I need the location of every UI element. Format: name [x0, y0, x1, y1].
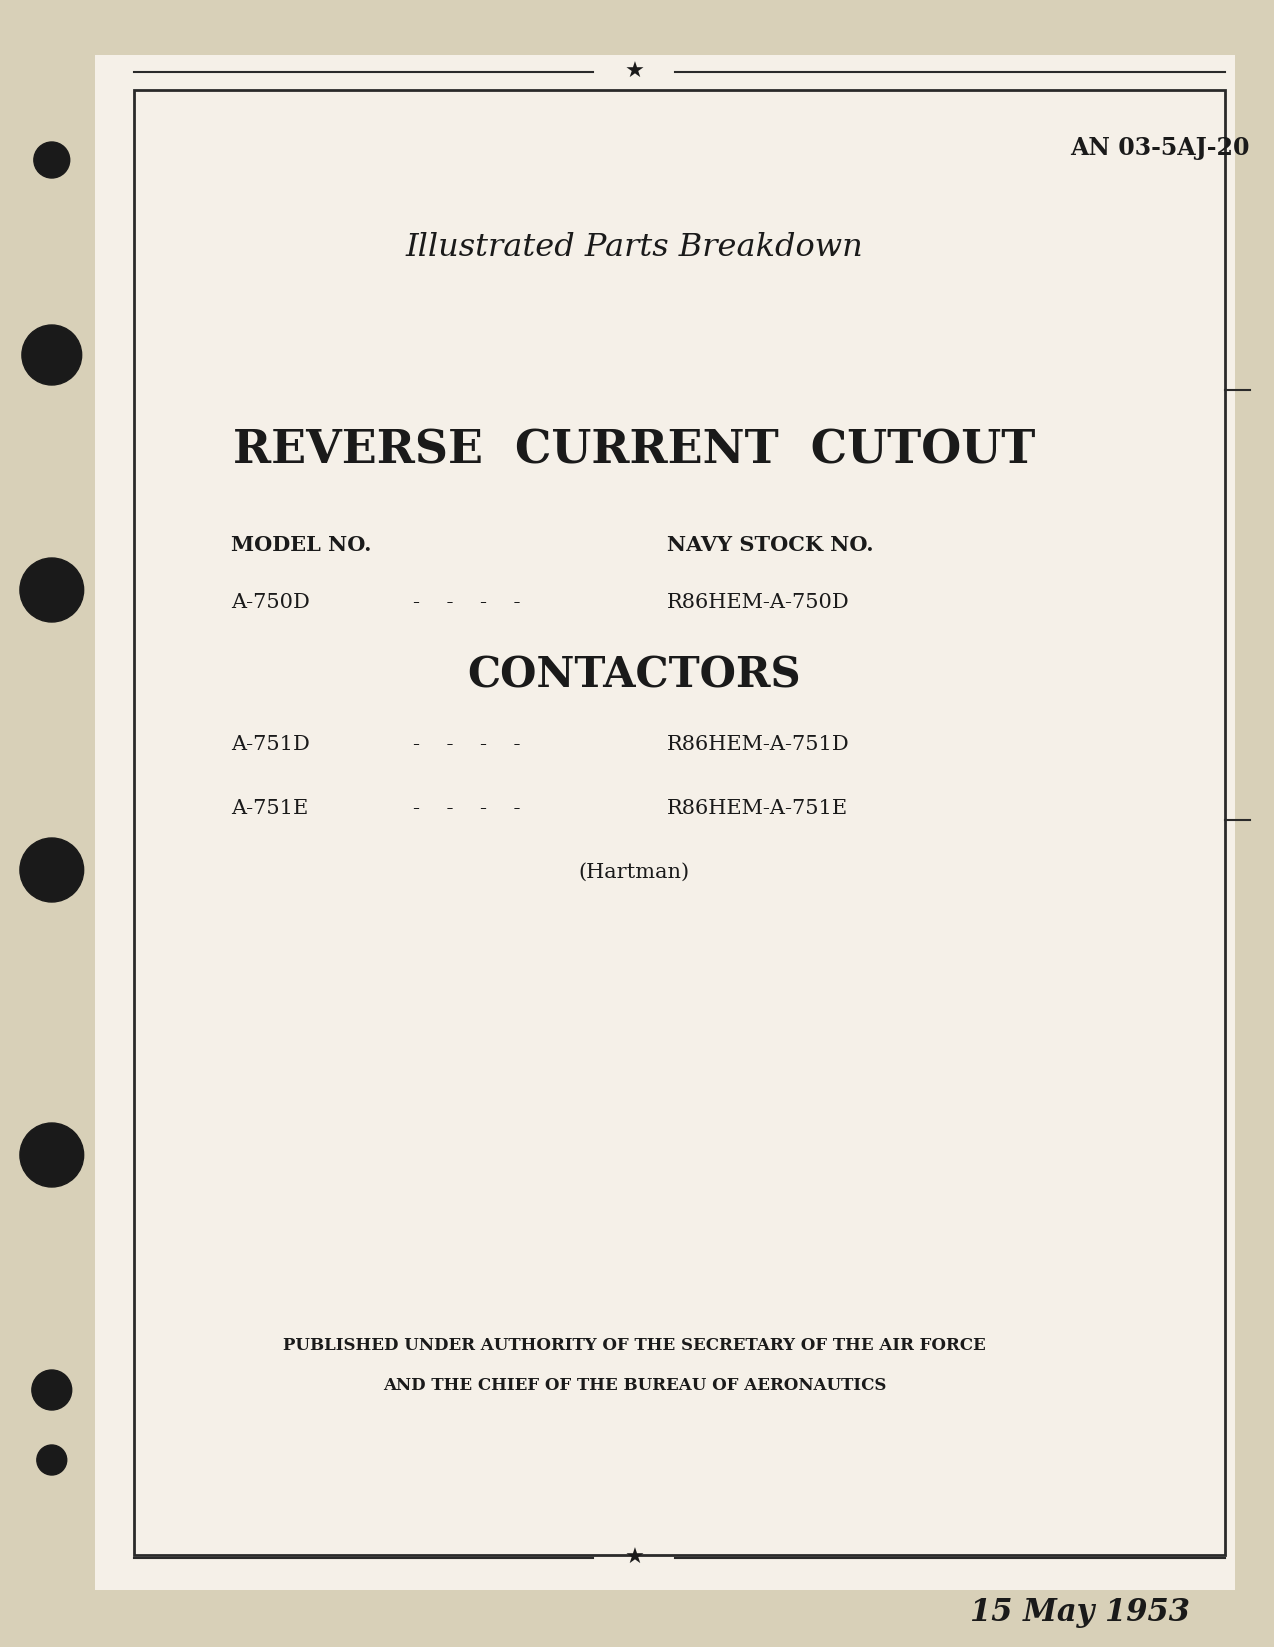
Text: R86HEM-A-750D: R86HEM-A-750D	[668, 593, 850, 611]
Text: R86HEM-A-751D: R86HEM-A-751D	[668, 736, 850, 754]
Text: R86HEM-A-751E: R86HEM-A-751E	[668, 799, 848, 817]
Text: REVERSE  CURRENT  CUTOUT: REVERSE CURRENT CUTOUT	[233, 427, 1036, 473]
Text: PUBLISHED UNDER AUTHORITY OF THE SECRETARY OF THE AIR FORCE: PUBLISHED UNDER AUTHORITY OF THE SECRETA…	[283, 1336, 986, 1354]
Text: NAVY STOCK NO.: NAVY STOCK NO.	[668, 535, 874, 555]
Bar	[94, 54, 1235, 1589]
Text: MODEL NO.: MODEL NO.	[231, 535, 372, 555]
Circle shape	[20, 558, 84, 623]
Bar	[135, 91, 1224, 1555]
Text: AN 03-5AJ-20: AN 03-5AJ-20	[1070, 137, 1250, 160]
Text: -    -    -    -: - - - -	[413, 736, 521, 754]
Text: AND THE CHIEF OF THE BUREAU OF AERONAUTICS: AND THE CHIEF OF THE BUREAU OF AERONAUTI…	[382, 1377, 885, 1393]
Text: CONTACTORS: CONTACTORS	[468, 654, 801, 697]
Text: A-751D: A-751D	[231, 736, 310, 754]
Text: (Hartman): (Hartman)	[578, 863, 691, 881]
Circle shape	[34, 142, 70, 178]
Text: ★: ★	[624, 1548, 645, 1568]
Text: A-750D: A-750D	[231, 593, 310, 611]
Text: ★: ★	[624, 63, 645, 82]
Circle shape	[20, 1123, 84, 1187]
Text: Illustrated Parts Breakdown: Illustrated Parts Breakdown	[405, 232, 864, 264]
Text: -    -    -    -: - - - -	[413, 799, 521, 817]
Text: -    -    -    -: - - - -	[413, 593, 521, 611]
Text: A-751E: A-751E	[231, 799, 308, 817]
Circle shape	[32, 1370, 71, 1410]
Circle shape	[37, 1444, 66, 1476]
Circle shape	[20, 838, 84, 903]
Text: 15 May 1953: 15 May 1953	[970, 1596, 1190, 1627]
Circle shape	[22, 324, 82, 385]
